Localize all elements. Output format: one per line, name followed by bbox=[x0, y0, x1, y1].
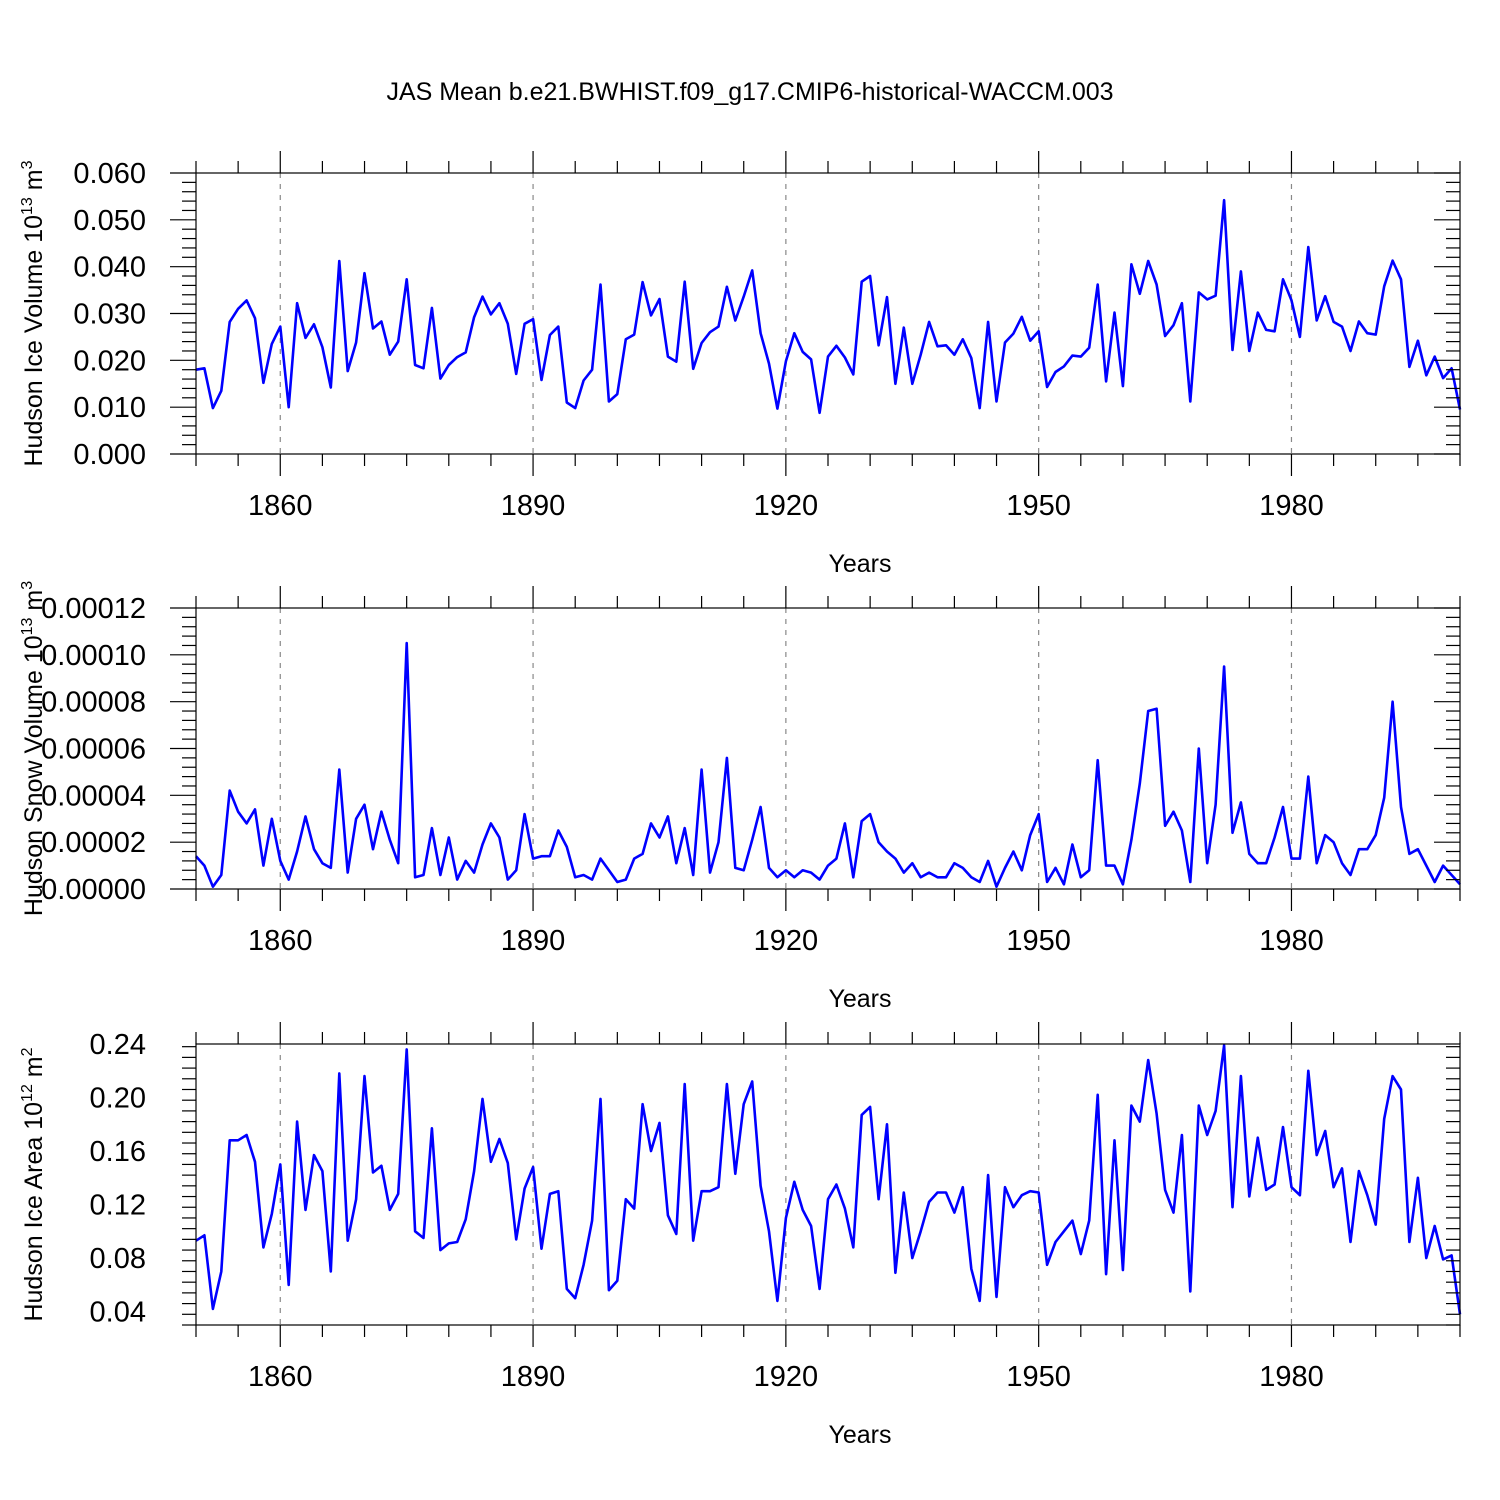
x-tick-label-1980: 1980 bbox=[1259, 925, 1324, 957]
x-tick-label-1920: 1920 bbox=[754, 490, 819, 522]
y-tick-label-6: 0.00012 bbox=[41, 593, 146, 625]
y-tick-label-4: 0.00008 bbox=[41, 687, 146, 719]
panel-1: 1860 1890 1920 1950 1980 Years 0.000 0.010 0.020… bbox=[19, 151, 1462, 578]
series-line bbox=[195, 198, 1462, 415]
x-axis-title: Years bbox=[828, 550, 891, 578]
y-tick-label-0: 0.04 bbox=[90, 1297, 146, 1329]
x-tick-label-1950: 1950 bbox=[1006, 925, 1071, 957]
panel-2: 1860 1890 1920 1950 1980 Years 0.00000 0.00002 0… bbox=[19, 581, 1461, 1013]
series-line bbox=[195, 641, 1461, 889]
x-tick-label-1980: 1980 bbox=[1259, 490, 1324, 522]
figure-title: JAS Mean b.e21.BWHIST.f09_g17.CMIP6-hist… bbox=[386, 78, 1113, 106]
y-tick-label-1: 0.00002 bbox=[41, 827, 146, 859]
x-tick-label-1860: 1860 bbox=[248, 1361, 313, 1393]
x-tick-label-1890: 1890 bbox=[501, 490, 566, 522]
y-tick-label-1: 0.08 bbox=[90, 1243, 146, 1275]
y-tick-label-0: 0.00000 bbox=[41, 874, 146, 906]
x-tick-label-1980: 1980 bbox=[1259, 1361, 1324, 1393]
panel-3: 1860 1890 1920 1950 1980 Years 0.04 0.08 0.12 0.1… bbox=[19, 1022, 1462, 1449]
y-tick-label-6: 0.060 bbox=[73, 158, 146, 190]
x-axis-title: Years bbox=[828, 1421, 891, 1449]
y-tick-label-2: 0.12 bbox=[90, 1190, 146, 1222]
y-tick-label-3: 0.00006 bbox=[41, 734, 146, 766]
x-tick-label-1890: 1890 bbox=[501, 1361, 566, 1393]
y-tick-label-4: 0.20 bbox=[90, 1083, 146, 1115]
x-tick-label-1890: 1890 bbox=[501, 925, 566, 957]
y-tick-label-4: 0.040 bbox=[73, 252, 146, 284]
x-tick-label-1950: 1950 bbox=[1006, 1361, 1071, 1393]
y-axis-title: Hudson Ice Volume 1013 m3 bbox=[19, 160, 48, 466]
y-tick-label-2: 0.020 bbox=[73, 345, 146, 377]
y-tick-label-3: 0.16 bbox=[90, 1136, 146, 1168]
series-line bbox=[195, 1044, 1462, 1315]
y-tick-label-5: 0.24 bbox=[90, 1029, 146, 1061]
y-tick-label-3: 0.030 bbox=[73, 299, 146, 331]
x-tick-label-1860: 1860 bbox=[248, 490, 313, 522]
x-tick-label-1860: 1860 bbox=[248, 925, 313, 957]
y-axis-title: Hudson Ice Area 1012 m2 bbox=[19, 1047, 48, 1321]
y-tick-label-1: 0.010 bbox=[73, 392, 146, 424]
x-tick-label-1920: 1920 bbox=[754, 1361, 819, 1393]
x-tick-label-1920: 1920 bbox=[754, 925, 819, 957]
y-tick-label-2: 0.00004 bbox=[41, 780, 146, 812]
panels: 1860 1890 1920 1950 1980 Years 0.000 0.010 0.020… bbox=[19, 151, 1462, 1449]
y-tick-label-0: 0.000 bbox=[73, 439, 146, 471]
x-axis-title: Years bbox=[828, 985, 891, 1013]
y-tick-label-5: 0.00010 bbox=[41, 640, 146, 672]
x-tick-label-1950: 1950 bbox=[1006, 490, 1071, 522]
y-tick-label-5: 0.050 bbox=[73, 205, 146, 237]
y-axis-title: Hudson Snow Volume 1013 m3 bbox=[19, 581, 48, 916]
